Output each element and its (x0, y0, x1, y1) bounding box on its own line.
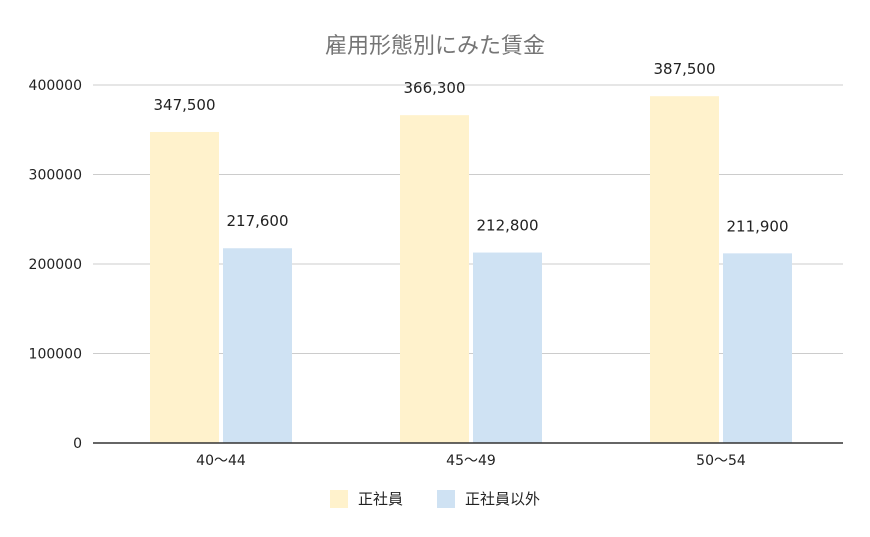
legend-item-series-2: 正社員以外 (437, 488, 540, 509)
legend-swatch-series-1 (329, 489, 348, 508)
x-tick-label: 45〜49 (446, 453, 496, 469)
bar (723, 253, 792, 443)
bar (150, 131, 219, 444)
legend-label-series-2: 正社員以外 (465, 490, 541, 508)
bar (650, 96, 719, 443)
y-tick-label: 0 (73, 436, 82, 452)
chart-title: 雇用形態別にみた賃金 (324, 34, 545, 59)
legend-label-series-1: 正社員 (357, 490, 403, 508)
legend-item-series-1: 正社員 (329, 488, 403, 509)
bar (400, 115, 469, 443)
y-tick-label: 100000 (29, 347, 82, 363)
data-label: 211,900 (726, 217, 788, 235)
data-label: 347,500 (153, 96, 215, 114)
data-label: 217,600 (226, 212, 288, 230)
bar (473, 252, 542, 443)
bar (223, 248, 292, 443)
data-label: 366,300 (403, 79, 465, 97)
x-tick-label: 50〜54 (696, 453, 746, 469)
data-label: 212,800 (476, 217, 538, 235)
y-tick-label: 400000 (29, 78, 82, 94)
chart-legend: 正社員 正社員以外 (0, 488, 870, 509)
data-label: 387,500 (653, 60, 715, 78)
x-tick-label: 40〜44 (196, 453, 246, 469)
legend-swatch-series-2 (437, 489, 455, 508)
y-tick-label: 300000 (29, 168, 82, 184)
y-tick-label: 200000 (29, 257, 82, 273)
